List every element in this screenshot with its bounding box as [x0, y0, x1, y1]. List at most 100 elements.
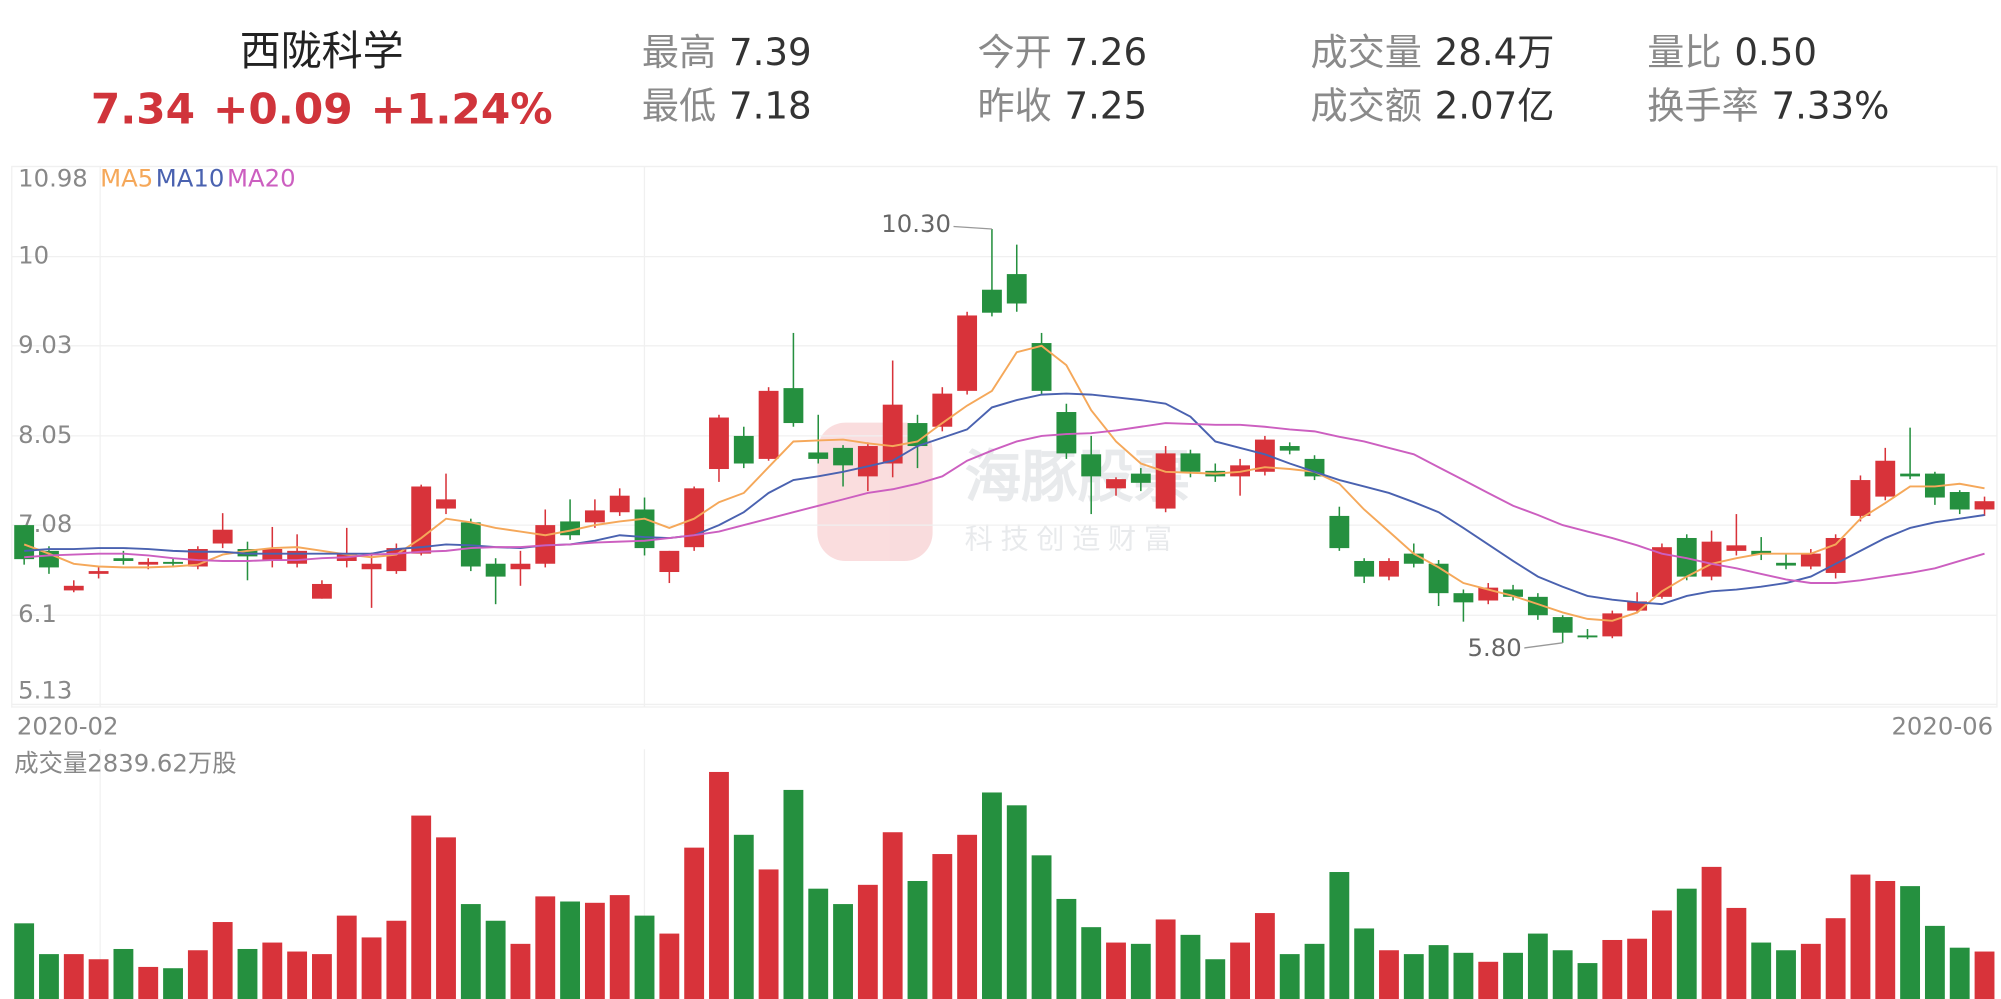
volume-bar — [982, 792, 1002, 999]
ma-line — [23, 344, 1985, 622]
volume-bar — [63, 954, 84, 999]
stat-value: 7.18 — [729, 84, 812, 127]
candle-body — [1180, 453, 1201, 472]
volume-bar — [312, 954, 332, 999]
legend: MA5 MA10 MA20 — [100, 163, 295, 192]
candle-body — [113, 558, 134, 561]
volume-bar — [709, 771, 729, 999]
volume-bar — [634, 915, 655, 999]
candle-body — [1155, 453, 1176, 509]
candle-body — [212, 529, 233, 544]
candle-body — [957, 315, 978, 391]
candle-body — [163, 561, 183, 564]
stat-label: 最高 — [642, 30, 716, 73]
volume-bar — [1428, 945, 1449, 999]
volume-bar — [1031, 855, 1052, 999]
volume-bar — [1676, 888, 1697, 999]
candle-body — [982, 289, 1002, 313]
candle-body — [1726, 545, 1747, 551]
volume-bar — [1254, 913, 1275, 999]
price: 7.34 — [91, 84, 195, 133]
volume-bar — [1180, 934, 1201, 999]
y-tick-label: 8.05 — [18, 420, 72, 449]
stat-value: 0.50 — [1734, 30, 1817, 73]
candle-body — [63, 585, 84, 591]
candle-body — [510, 563, 531, 570]
stat-label: 成交额 — [1310, 84, 1421, 127]
volume-bar — [436, 837, 456, 999]
stat-value: 28.4万 — [1435, 30, 1555, 73]
volume-bar — [535, 896, 556, 999]
candle-body — [1279, 446, 1300, 451]
volume-bar — [560, 901, 581, 999]
volume-bar — [1577, 963, 1598, 999]
candle-body — [436, 499, 456, 509]
volume-bar — [1081, 927, 1102, 999]
volume-bar — [1652, 910, 1672, 999]
candles — [14, 229, 1995, 643]
volume-bar — [1503, 952, 1523, 999]
volume-bar — [1130, 943, 1151, 999]
stat: 今开 7.26 — [977, 30, 1147, 73]
ma-line — [24, 422, 1985, 584]
candle-body — [882, 404, 903, 464]
price-line: 7.34 +0.09 +1.24% — [91, 84, 553, 133]
volume-bar — [1974, 951, 1995, 999]
y-tick-label: 10 — [18, 241, 49, 270]
volume-bar — [1726, 907, 1747, 999]
y-tick-label: 9.03 — [18, 330, 72, 359]
candle-body — [733, 435, 754, 464]
volume-bar — [1056, 898, 1077, 999]
volume-bar — [1627, 938, 1648, 999]
candle-body — [1776, 562, 1796, 566]
volume-bar — [584, 902, 605, 999]
candle-body — [1081, 454, 1102, 477]
volume-bar — [1205, 959, 1226, 999]
legend-entry: MA10 — [156, 163, 225, 192]
candle-body — [1701, 541, 1722, 577]
candle-body — [1652, 547, 1672, 597]
candle-body — [1552, 617, 1573, 633]
volume-bar — [733, 834, 754, 999]
header: 西陇科学 7.34 +0.09 +1.24% 最高 7.39 最低 7.18 今开 7.26 昨… — [91, 27, 1890, 133]
stat: 成交量 28.4万 — [1310, 30, 1554, 73]
volume-bar — [1304, 943, 1325, 999]
candle-body — [1130, 473, 1151, 483]
candle-body — [1403, 553, 1424, 564]
volume-bar — [460, 904, 481, 999]
stat: 换手率 7.33% — [1647, 84, 1889, 127]
annotation-leader — [1524, 642, 1563, 649]
annotation: 5.80 — [1468, 633, 1522, 662]
volume-bar — [510, 943, 531, 999]
volume-bar — [1701, 866, 1722, 999]
candle-body — [783, 388, 804, 424]
volume-bar — [1453, 952, 1474, 999]
ma-line — [24, 392, 1985, 606]
volume-bar — [14, 923, 35, 999]
candle-body — [634, 509, 655, 549]
candle-body — [1627, 601, 1648, 611]
candle-body — [1031, 343, 1052, 391]
volume-bar — [1279, 954, 1300, 999]
stat-value: 7.25 — [1065, 84, 1148, 127]
stat: 最高 7.39 — [642, 30, 812, 73]
candle-body — [758, 390, 779, 459]
volume-bar — [783, 789, 804, 999]
stat: 昨收 7.25 — [977, 84, 1147, 127]
candle-body — [1974, 501, 1995, 510]
volume-bar — [1006, 805, 1027, 999]
candle-body — [833, 447, 853, 466]
candle-body — [262, 549, 283, 561]
volume-bar — [1403, 954, 1424, 999]
candle-body — [1527, 596, 1548, 616]
y-tick-label: 6.1 — [18, 599, 57, 628]
stat-label: 昨收 — [977, 84, 1051, 127]
stat: 最低 7.18 — [642, 84, 812, 127]
volume-bar — [1949, 947, 1970, 999]
stat-value: 7.33% — [1771, 84, 1889, 127]
volume-bar — [187, 950, 208, 999]
stat-label: 最低 — [642, 84, 716, 127]
volume-bar — [932, 854, 953, 999]
volume-bar — [1230, 942, 1251, 999]
volume-bar — [39, 954, 59, 999]
